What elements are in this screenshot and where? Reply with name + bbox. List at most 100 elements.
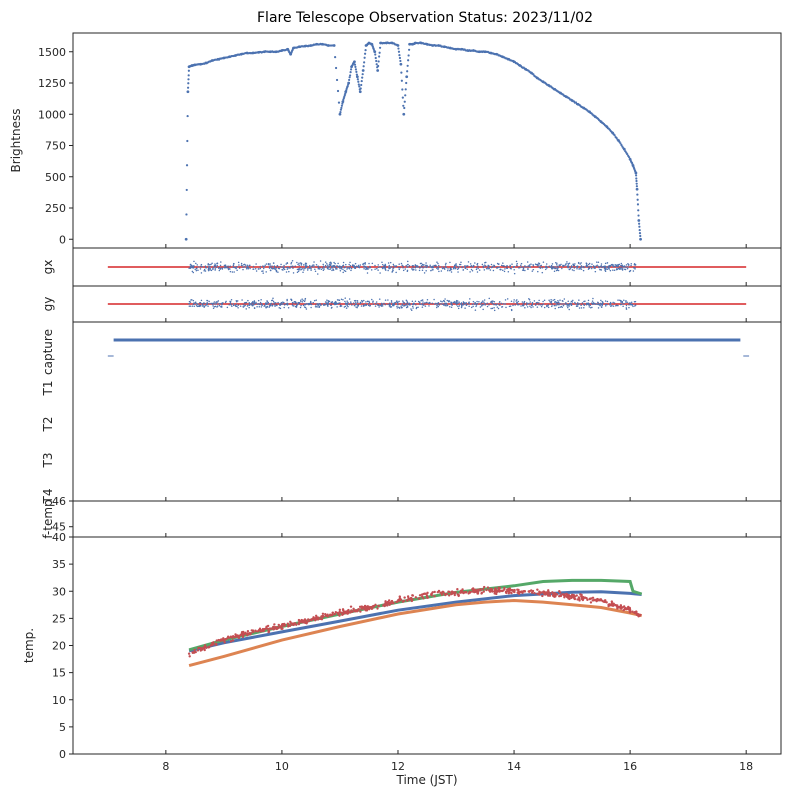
gy-point — [513, 301, 515, 303]
gx-point — [199, 268, 202, 270]
gy-point — [516, 299, 518, 301]
gx-point — [493, 265, 496, 268]
gx-point — [488, 267, 490, 270]
brightness-point — [343, 95, 346, 98]
gy-point — [587, 299, 590, 302]
gy-point — [468, 305, 470, 308]
gx-point — [445, 262, 447, 265]
temp-series-point — [280, 627, 283, 631]
temp-series-point — [288, 624, 292, 627]
gy-point — [549, 301, 551, 303]
gx-point — [425, 264, 427, 266]
gx-point — [630, 262, 632, 265]
gy-point — [475, 304, 478, 306]
temp-series-point — [488, 590, 492, 593]
temp-series-point — [621, 606, 624, 609]
gx-ylabel: gx — [41, 260, 55, 275]
gx-point — [553, 270, 556, 272]
gy-point — [498, 304, 500, 306]
gy-point — [568, 302, 571, 305]
gy-point — [553, 298, 556, 301]
gy-point — [279, 307, 282, 310]
temp-series-point — [481, 587, 485, 591]
gx-point — [604, 270, 607, 273]
gx-point — [348, 263, 350, 266]
brightness-point — [406, 70, 409, 73]
gy-point — [291, 301, 294, 304]
gy-point — [599, 304, 601, 307]
gy-point — [550, 298, 552, 301]
gx-point — [298, 267, 300, 270]
gy-point — [536, 306, 539, 308]
temp-series-point — [231, 639, 235, 642]
brightness-point — [227, 55, 230, 59]
gy-point — [620, 299, 622, 302]
gx-point — [622, 265, 625, 268]
status-label-T2: T2 — [41, 417, 55, 433]
gy-point — [575, 305, 578, 307]
gy-point — [428, 302, 431, 304]
brightness-point — [334, 56, 337, 59]
gx-point — [387, 269, 389, 272]
gy-point — [243, 305, 246, 307]
temp-series-point — [307, 618, 310, 621]
temp-series-point — [359, 610, 362, 613]
temp-series-point — [334, 610, 338, 614]
gy-point — [481, 301, 483, 303]
gx-point — [207, 269, 210, 272]
gx-point — [348, 267, 351, 270]
temp-series-point — [383, 604, 386, 608]
gx-point — [573, 267, 576, 269]
gy-point — [380, 302, 383, 305]
gx-point — [399, 266, 401, 269]
temp-series-point — [453, 591, 457, 595]
temp-series-point — [618, 605, 621, 609]
brightness-point — [523, 67, 526, 70]
temp-series-point — [203, 644, 207, 647]
gx-point — [576, 268, 578, 270]
gx-point — [337, 262, 339, 265]
gy-point — [565, 303, 567, 305]
gy-point — [594, 303, 597, 305]
temp-series-point — [280, 623, 284, 627]
brightness-point — [346, 84, 349, 88]
gx-point — [382, 267, 384, 270]
gx-point — [334, 262, 336, 265]
gx-point — [561, 267, 563, 270]
temp-series-point — [530, 589, 533, 592]
temp-series-point — [339, 611, 343, 614]
gx-point — [537, 265, 539, 267]
gx-point — [526, 261, 529, 263]
brightness-point — [634, 170, 637, 173]
gy-point — [606, 300, 609, 303]
gy-point — [367, 302, 370, 305]
gx-point — [347, 266, 349, 269]
temp-series-point — [610, 600, 614, 603]
gy-point — [597, 301, 599, 304]
gy-point — [326, 304, 329, 306]
gx-point — [412, 265, 414, 267]
gx-point — [300, 264, 303, 266]
gy-point — [523, 302, 526, 304]
gx-point — [209, 265, 211, 268]
gy-point — [374, 302, 377, 305]
temp-series-point — [331, 613, 334, 616]
gy-point — [252, 301, 254, 303]
gx-point — [210, 269, 213, 272]
gy-point — [305, 308, 308, 310]
gy-point — [597, 303, 599, 306]
gy-point — [353, 300, 356, 302]
gy-point — [440, 302, 442, 305]
temp-series-point — [517, 590, 520, 593]
gy-point — [350, 301, 352, 303]
gy-point — [421, 306, 424, 308]
temp-ytick-label: 25 — [52, 612, 66, 625]
gy-point — [196, 305, 199, 308]
brightness-point — [488, 51, 491, 55]
gy-point — [215, 301, 218, 303]
brightness-point — [198, 63, 201, 66]
gy-point — [626, 301, 628, 303]
brightness-point — [635, 174, 638, 177]
temp-series-point — [403, 596, 406, 599]
gx-point — [357, 266, 360, 268]
